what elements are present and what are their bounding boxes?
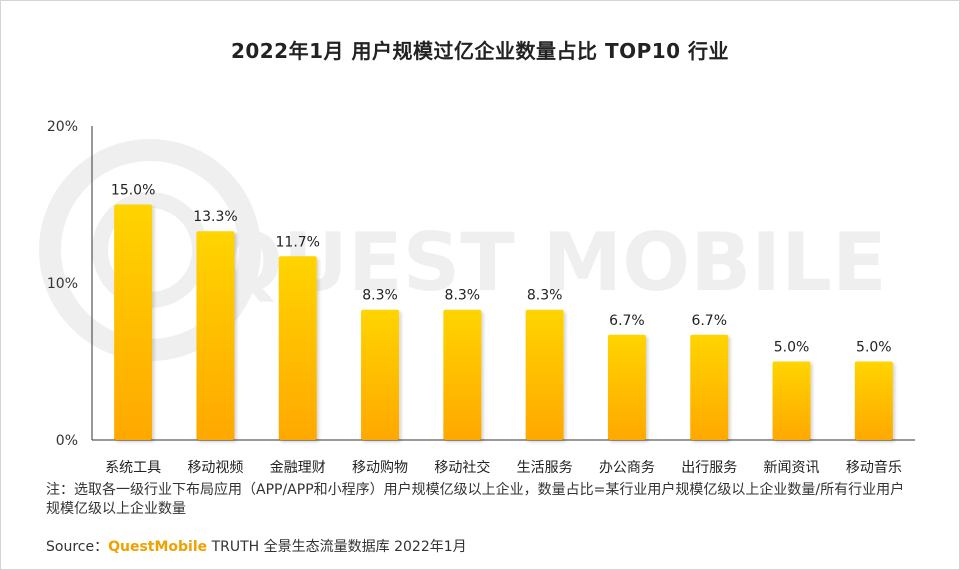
data-label: 6.7% <box>609 313 645 329</box>
data-label: 15.0% <box>111 183 155 199</box>
bar <box>854 361 893 440</box>
y-tick-label: 20% <box>47 119 78 135</box>
x-tick-label: 办公商务 <box>599 460 655 476</box>
x-tick-label: 移动购物 <box>352 460 408 476</box>
x-tick-label: 金融理财 <box>270 460 326 476</box>
data-label: 8.3% <box>362 288 398 304</box>
data-label: 6.7% <box>691 313 727 329</box>
x-tick-label: 出行服务 <box>681 460 737 476</box>
data-label: 5.0% <box>856 340 892 356</box>
y-tick-label: 10% <box>47 276 78 292</box>
watermark-text: QUEST MOBILE <box>215 216 887 309</box>
x-tick-label: 新闻资讯 <box>764 460 820 476</box>
bar <box>607 334 646 440</box>
bar <box>114 204 153 440</box>
x-tick-label: 移动社交 <box>434 459 490 476</box>
source-prefix: Source： <box>46 539 109 555</box>
bar <box>361 309 400 440</box>
data-label: 8.3% <box>527 288 563 304</box>
footnote: 注：选取各一级行业下布局应用（APP/APP和小程序）用户规模亿级以上企业，数量… <box>46 482 905 517</box>
data-label: 11.7% <box>276 234 320 250</box>
bars: 15.0% 系统工具 13.3% 移动视频 11.7% 金融理财 8.3% 移动购物 8.3% 移… <box>105 183 902 477</box>
x-tick-label: 移动视频 <box>187 460 243 476</box>
bar <box>278 256 317 440</box>
bar <box>690 334 729 440</box>
x-tick-label: 系统工具 <box>105 460 161 476</box>
data-label: 8.3% <box>445 288 481 304</box>
source-line: Source：QuestMobile TRUTH 全景生态流量数据库 2022年… <box>46 536 467 556</box>
bar <box>772 361 811 440</box>
y-tick-label: 0% <box>56 433 78 449</box>
source-brand: QuestMobile <box>108 539 208 555</box>
chart-title: 2022年1月 用户规模过亿企业数量占比 TOP10 行业 <box>230 39 730 63</box>
bar <box>196 231 235 440</box>
data-label: 5.0% <box>774 340 810 356</box>
x-tick-label: 移动音乐 <box>846 459 902 476</box>
x-tick-label: 生活服务 <box>517 460 573 476</box>
bar-chart: QUEST MOBILE 0% 10% 20% 15.0% 系统工具 13.3% 移动视频… <box>39 119 915 477</box>
data-label: 13.3% <box>193 209 237 225</box>
source-text: TRUTH 全景生态流量数据库 2022年1月 <box>207 539 467 555</box>
bar <box>525 309 564 440</box>
bar <box>443 309 482 440</box>
